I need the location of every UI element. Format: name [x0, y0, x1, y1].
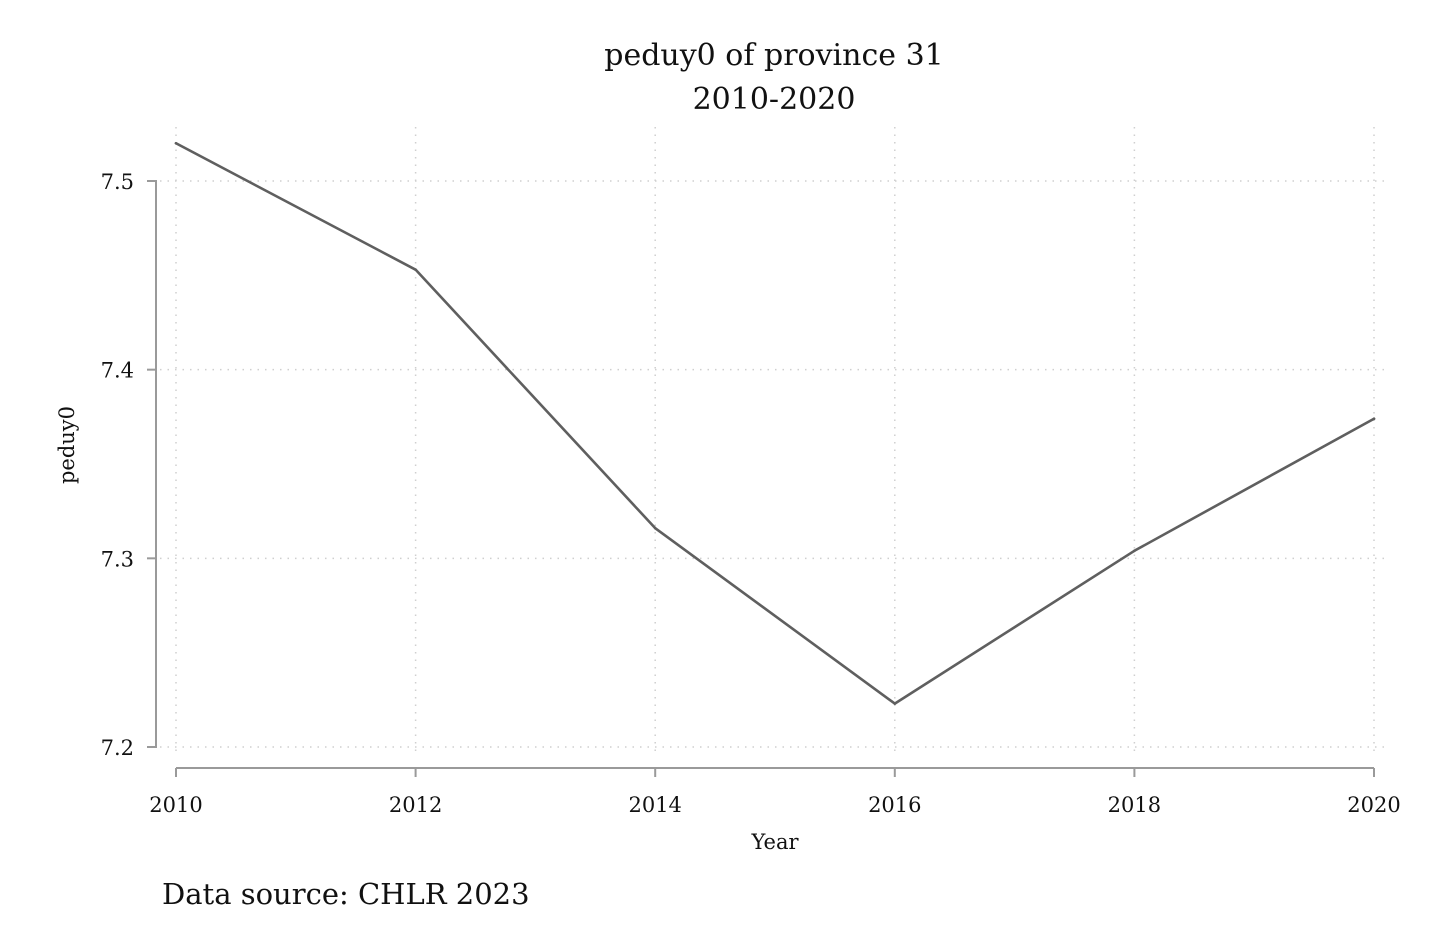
y-tick-label-3: 7.5 — [101, 170, 134, 194]
data-point-0-1 — [414, 268, 417, 271]
series-layer — [174, 141, 1376, 705]
data-point-0-4 — [1133, 549, 1136, 553]
axes — [147, 180, 1375, 777]
y-tick-label-0: 7.2 — [101, 736, 134, 760]
x-tick-label-2: 2014 — [628, 793, 681, 817]
data-point-0-2 — [653, 526, 657, 530]
data-point-0-5 — [1372, 417, 1376, 421]
x-tick-label-3: 2016 — [868, 793, 921, 817]
y-tick-labels: 7.2 7.3 7.4 7.5 — [101, 170, 134, 760]
x-tick-label-1: 2012 — [389, 793, 442, 817]
x-tick-label-4: 2018 — [1108, 793, 1161, 817]
x-axis-label: Year — [750, 830, 799, 854]
x-tick-label-0: 2010 — [149, 793, 202, 817]
source-note: Data source: CHLR 2023 — [162, 877, 530, 911]
x-tick-label-5: 2020 — [1347, 793, 1400, 817]
y-tick-label-2: 7.4 — [101, 359, 134, 383]
data-point-0-0 — [174, 141, 178, 145]
chart-title: peduy0 of province 31 — [604, 38, 944, 73]
y-axis-label: peduy0 — [55, 406, 79, 484]
data-point-0-3 — [893, 702, 897, 705]
y-tick-label-1: 7.3 — [101, 547, 134, 571]
grid-lines — [160, 127, 1390, 757]
x-tick-labels: 2010 2012 2014 2016 2018 2020 — [149, 793, 1400, 817]
chart-subtitle: 2010-2020 — [693, 82, 856, 117]
series-line-0 — [174, 141, 1376, 705]
